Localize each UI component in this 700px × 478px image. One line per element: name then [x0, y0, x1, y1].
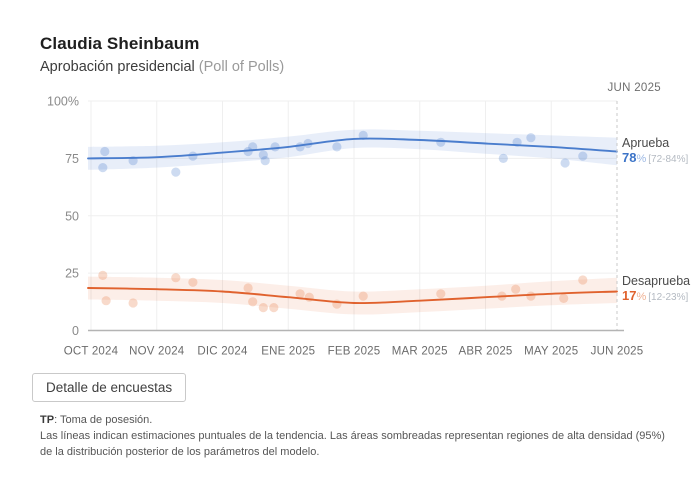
svg-text:MAR 2025: MAR 2025: [392, 346, 448, 358]
poll-point: [578, 275, 588, 285]
footnote-term-line: TP: Toma de posesión.: [40, 413, 670, 429]
poll-point: [171, 273, 181, 283]
svg-text:JUN 2025: JUN 2025: [591, 346, 644, 358]
svg-text:0: 0: [72, 324, 79, 338]
svg-text:FEB 2025: FEB 2025: [328, 346, 381, 358]
trend-line-aprueba: [87, 137, 618, 160]
poll-point: [578, 151, 588, 161]
desaprueba-name: Desaprueba: [622, 274, 691, 288]
poll-point: [128, 298, 138, 308]
poll-point: [98, 270, 108, 280]
poll-point: [100, 146, 110, 157]
svg-text:ABR 2025: ABR 2025: [458, 346, 512, 358]
aprueba-value: 78: [622, 150, 637, 165]
poll-point: [188, 151, 198, 161]
page-title: Claudia Sheinbaum: [40, 34, 200, 53]
aprueba-value-line: 78% [72-84%]: [622, 151, 688, 167]
current-month-label: JUN 2025: [607, 82, 661, 94]
poll-point: [258, 303, 268, 313]
subtitle-note: (Poll of Polls): [198, 59, 285, 75]
series-desaprueba: [87, 270, 618, 315]
poll-point: [98, 163, 108, 173]
svg-text:MAY 2025: MAY 2025: [524, 346, 578, 358]
desaprueba-pct-sign: %: [636, 291, 647, 303]
aprueba-pct-sign: %: [636, 153, 647, 165]
series-label-desaprueba: Desaprueba 17% [12-23%]: [622, 274, 690, 305]
poll-point: [526, 133, 536, 143]
aprueba-name: Aprueba: [622, 136, 670, 150]
poll-point: [511, 284, 521, 294]
desaprueba-interval: [12-23%]: [648, 292, 689, 303]
band-aprueba: [88, 129, 617, 170]
poll-point: [498, 153, 508, 163]
svg-text:75: 75: [65, 152, 79, 166]
poll-point: [188, 277, 198, 287]
svg-text:NOV 2024: NOV 2024: [129, 346, 185, 358]
poll-point: [295, 289, 305, 299]
poll-point: [332, 142, 342, 152]
poll-point: [260, 156, 270, 166]
svg-text:25: 25: [65, 267, 79, 281]
grid-layer: OCT 2024 NOV 2024 DIC 2024 ENE 2025 FEB 2025…: [47, 95, 643, 358]
desaprueba-value-line: 17% [12-23%]: [622, 289, 690, 305]
poll-point: [270, 142, 280, 152]
svg-text:OCT 2024: OCT 2024: [64, 346, 119, 358]
poll-point: [526, 291, 536, 301]
footnote-body: Las líneas indican estimaciones puntuale…: [40, 429, 665, 458]
poll-point: [436, 137, 446, 147]
series-aprueba: [87, 129, 618, 177]
poll-point: [171, 167, 181, 177]
poll-point: [269, 303, 279, 313]
footnote: TP: Toma de posesión. Las líneas indican…: [40, 413, 670, 461]
desaprueba-value: 17: [622, 288, 637, 303]
subtitle-text: Aprobación presidencial: [40, 59, 195, 75]
poll-point: [559, 293, 569, 303]
band-desaprueba: [88, 276, 617, 315]
poll-point: [248, 297, 258, 307]
footnote-term-def: : Toma de posesión.: [54, 414, 153, 426]
svg-text:DIC 2024: DIC 2024: [197, 346, 248, 358]
poll-point: [101, 296, 111, 306]
poll-detail-button[interactable]: Detalle de encuestas: [32, 373, 187, 402]
aprueba-interval: [72-84%]: [648, 154, 689, 165]
trend-line-desaprueba: [87, 287, 618, 305]
poll-point: [560, 158, 570, 168]
poll-point: [358, 291, 368, 301]
poll-point: [436, 289, 446, 299]
series-label-aprueba: Aprueba 78% [72-84%]: [622, 136, 688, 167]
poll-point: [258, 150, 268, 160]
footnote-term: TP: [40, 414, 55, 426]
poll-point: [295, 142, 305, 152]
svg-text:50: 50: [65, 209, 79, 223]
page-subtitle: Aprobación presidencial (Poll of Polls): [40, 59, 284, 75]
svg-text:ENE 2025: ENE 2025: [261, 346, 315, 358]
poll-point: [243, 283, 253, 293]
svg-text:100%: 100%: [47, 95, 79, 109]
